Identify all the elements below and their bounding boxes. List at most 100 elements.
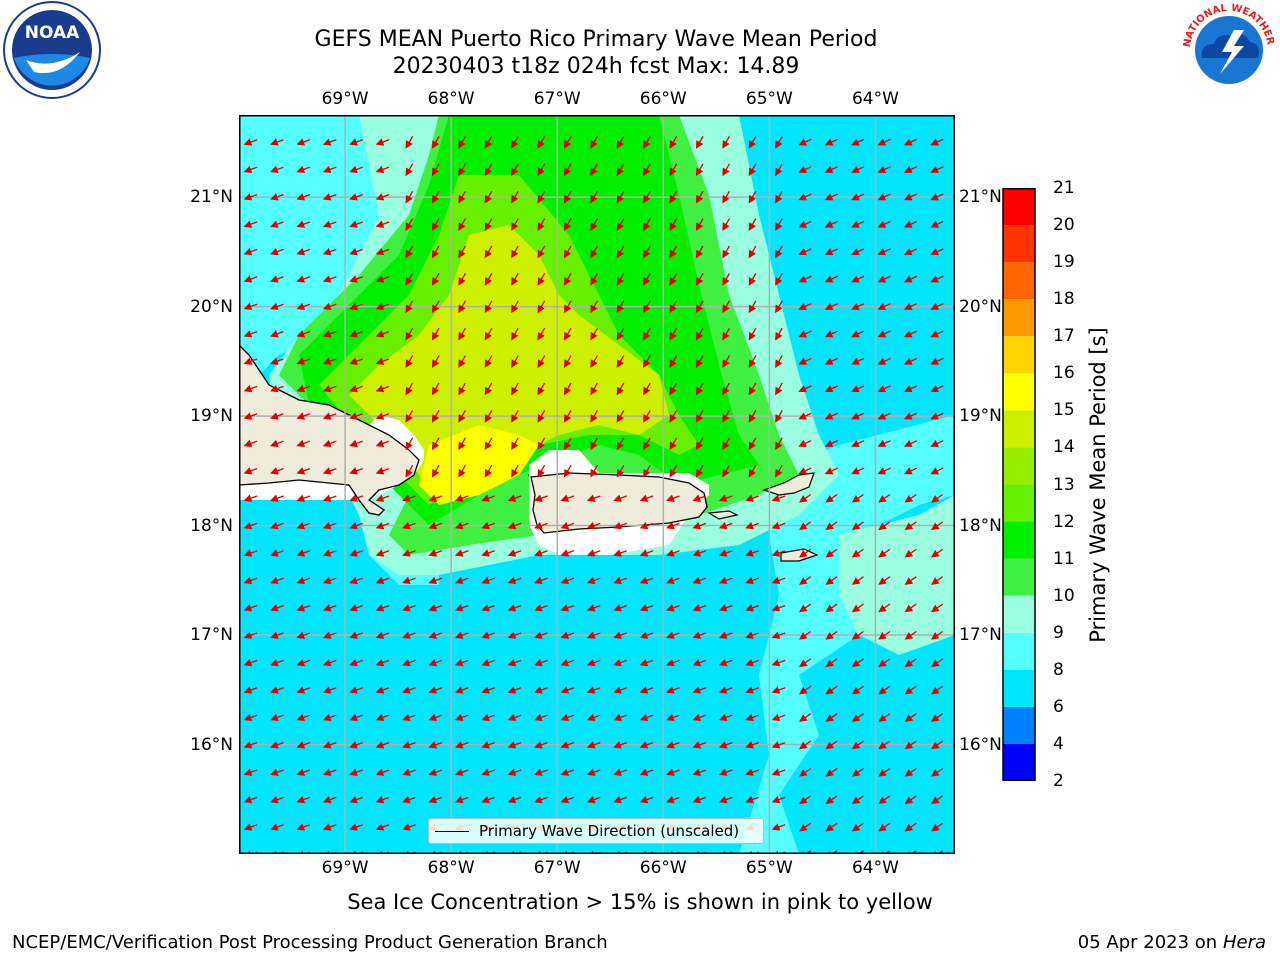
wave-vector [481, 768, 495, 776]
colorbar-segment [1003, 410, 1035, 448]
wave-vector [613, 686, 627, 694]
wave-vector [270, 521, 284, 530]
wave-vector [613, 631, 627, 639]
wave-vector [270, 467, 284, 475]
wave-vector [243, 658, 258, 667]
wave-vector [560, 494, 575, 502]
virgin-islands-land [762, 472, 815, 496]
wave-vector [643, 273, 651, 286]
wave-vector [375, 686, 390, 694]
wave-vector [484, 355, 493, 368]
wave-vector [824, 138, 838, 146]
wave-vector [481, 631, 495, 639]
wave-vector [930, 138, 944, 146]
wave-vector [534, 768, 548, 776]
wave-vector [375, 412, 390, 420]
wave-vector [851, 248, 865, 256]
wave-vector [851, 850, 864, 854]
wave-vector [643, 163, 651, 177]
wave-vector [930, 220, 944, 228]
wave-vector [748, 136, 757, 149]
wave-vector [771, 576, 786, 585]
wave-vector [771, 494, 786, 502]
wave-vector [799, 822, 812, 832]
wave-vector [586, 686, 601, 694]
wave-vector [878, 740, 891, 750]
wave-vector [534, 521, 548, 530]
wave-vector [431, 136, 440, 149]
wave-vector [586, 494, 601, 502]
wave-vector [722, 327, 731, 341]
wave-vector [484, 410, 493, 423]
wave-vector [771, 549, 786, 557]
wave-vector [375, 658, 390, 667]
wave-vector [666, 713, 680, 722]
wave-vector [431, 190, 440, 204]
wave-vector [824, 467, 838, 475]
colorbar-segment [1003, 299, 1035, 337]
wave-vector [560, 631, 575, 639]
wave-vector [851, 576, 864, 585]
wave-vector [454, 549, 469, 557]
wave-vector [349, 193, 363, 201]
wave-vector [643, 218, 651, 231]
wave-vector [296, 686, 311, 694]
wave-vector [748, 437, 757, 451]
wave-vector [643, 136, 651, 149]
wave-vector [375, 275, 390, 283]
wave-vector [775, 410, 783, 423]
wave-vector [375, 384, 390, 393]
wave-vector [748, 300, 757, 314]
wave-vector [639, 795, 654, 804]
wave-vector [851, 439, 865, 447]
wave-vector [771, 823, 786, 831]
wave-vector [322, 823, 337, 831]
wave-vector [930, 467, 944, 475]
wave-vector [745, 494, 759, 502]
wave-vector [748, 163, 757, 177]
wave-vector [560, 741, 575, 749]
wave-vector [243, 165, 258, 174]
wave-vector [824, 275, 838, 283]
wave-vector [639, 494, 654, 502]
wave-vector [930, 330, 944, 338]
wave-vector [904, 548, 917, 558]
wave-vector [692, 741, 707, 749]
wave-vector [590, 355, 599, 368]
wave-vector [537, 382, 546, 396]
colorbar-tick-label: 2 [1053, 771, 1064, 791]
wave-vector [507, 741, 522, 749]
wave-vector [296, 604, 311, 612]
wave-vector [904, 685, 917, 695]
wave-vector [825, 795, 838, 805]
wave-vector [537, 273, 546, 286]
wave-vector [851, 658, 864, 668]
wave-vector [931, 493, 944, 503]
wave-vector [695, 327, 704, 341]
wave-vector [511, 464, 519, 478]
wave-vector [775, 437, 783, 451]
wave-vector [669, 410, 678, 423]
wave-vector [322, 357, 337, 365]
wave-vector [718, 658, 733, 667]
colorbar-segment [1003, 447, 1035, 485]
wave-vector [431, 382, 440, 396]
wave-vector [824, 385, 838, 393]
wave-vector [431, 464, 440, 478]
wave-vector [507, 795, 522, 804]
wave-vector [722, 355, 731, 368]
wave-vector [851, 357, 865, 365]
wave-vector [458, 327, 467, 341]
wave-vector [669, 190, 678, 204]
wave-vector [270, 549, 284, 557]
wave-vector [375, 631, 390, 639]
wave-vector [643, 300, 651, 314]
wave-vector [877, 412, 891, 420]
wave-vector [458, 136, 467, 149]
legend-label: Primary Wave Direction (unscaled) [479, 822, 740, 840]
wave-vector [851, 685, 864, 695]
wave-vector [296, 275, 311, 283]
wave-vector [825, 740, 838, 750]
wave-vector [270, 576, 284, 585]
wave-vector [878, 548, 891, 558]
